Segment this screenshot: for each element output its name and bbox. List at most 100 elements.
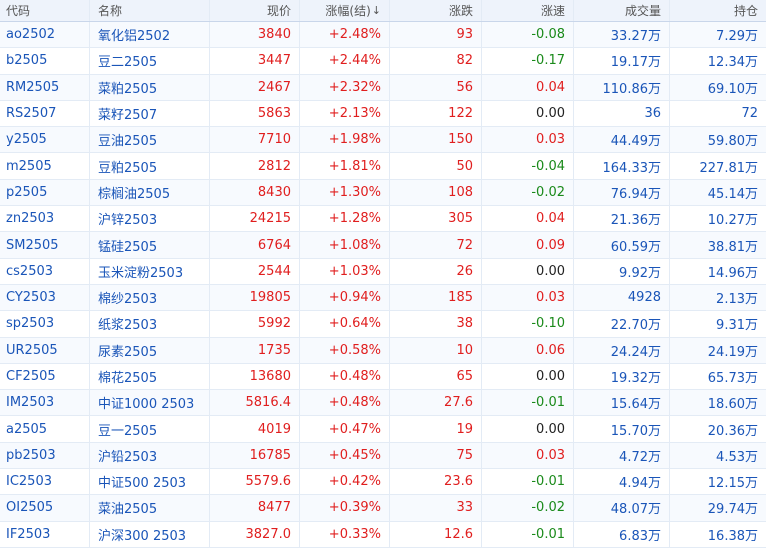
- cell-speed: 0.04: [482, 206, 574, 232]
- cell-speed: -0.08: [482, 22, 574, 48]
- cell-name: 豆一2505: [90, 416, 210, 442]
- column-header-name[interactable]: 名称: [90, 0, 210, 21]
- cell-change: 33: [390, 495, 482, 521]
- table-row[interactable]: RM2505 菜粕2505 2467 +2.32% 56 0.04 110.86万 69.10…: [0, 74, 766, 101]
- cell-open-interest: 45.14万: [707, 186, 758, 202]
- cell-volume: 15.70万: [574, 416, 670, 442]
- table-row[interactable]: CF2505 棉花2505 13680 +0.48% 65 0.00 19.32万 65.73…: [0, 363, 766, 391]
- cell-open-interest: 12.34万: [707, 55, 758, 71]
- column-header-pct[interactable]: 涨幅(结) ↓: [300, 0, 390, 21]
- cell-code: IM2503: [0, 390, 90, 416]
- cell-open-interest: 4.53万: [716, 449, 758, 465]
- cell-volume: 110.86万: [574, 74, 670, 100]
- column-header-speed[interactable]: 涨速: [482, 0, 574, 21]
- column-header-price[interactable]: 现价: [210, 0, 300, 21]
- cell-name: 豆二2505: [90, 48, 210, 74]
- column-header-volume[interactable]: 成交量: [574, 0, 670, 21]
- cell-price: 24215: [210, 206, 300, 232]
- table-row[interactable]: m2505 豆粕2505 2812 +1.81% 50 -0.04 164.33万 227.8…: [0, 153, 766, 180]
- cell-code: RS2507: [0, 100, 90, 127]
- cell-pct: +0.94%: [300, 284, 390, 311]
- cell-code: y2505: [0, 127, 90, 153]
- cell-change: 185: [390, 284, 482, 311]
- cell-pct: +0.48%: [300, 363, 390, 390]
- cell-pct: +0.48%: [300, 390, 390, 416]
- cell-speed: 0.09: [482, 232, 574, 258]
- cell-speed: -0.01: [482, 469, 574, 495]
- cell-pct: +1.08%: [300, 232, 390, 258]
- table-row[interactable]: SM2505 锰硅2505 6764 +1.08% 72 0.09 60.59万 38.81万: [0, 232, 766, 259]
- cell-volume: 22.70万: [574, 311, 670, 337]
- cell-name: 棕榈油2505: [90, 179, 210, 206]
- cell-code: b2505: [0, 48, 90, 74]
- table-row[interactable]: cs2503 玉米淀粉2503 2544 +1.03% 26 0.00 9.92万 14.96…: [0, 258, 766, 285]
- cell-change: 305: [390, 206, 482, 232]
- table-row[interactable]: IC2503 中证500 2503 5579.6 +0.42% 23.6 -0.01 4.9…: [0, 469, 766, 496]
- cell-name: 玉米淀粉2503: [90, 258, 210, 284]
- column-header-change[interactable]: 涨跌: [390, 0, 482, 21]
- table-row[interactable]: zn2503 沪锌2503 24215 +1.28% 305 0.04 21.36万 10.2…: [0, 206, 766, 233]
- column-header-code[interactable]: 代码: [0, 0, 90, 21]
- cell-change: 93: [390, 22, 482, 48]
- cell-volume: 15.64万: [574, 390, 670, 416]
- cell-pct: +0.39%: [300, 495, 390, 521]
- cell-name: 棉花2505: [90, 363, 210, 390]
- cell-change: 12.6: [390, 521, 482, 547]
- cell-code: IC2503: [0, 469, 90, 495]
- cell-code: a2505: [0, 416, 90, 442]
- table-row[interactable]: UR2505 尿素2505 1735 +0.58% 10 0.06 24.24万 24.19万: [0, 337, 766, 364]
- cell-name: 菜粕2505: [90, 74, 210, 100]
- cell-open-interest: 10.27万: [707, 213, 758, 229]
- cell-code: IF2503: [0, 521, 90, 547]
- header-change-label: 涨跌: [448, 4, 473, 18]
- cell-volume: 9.92万: [574, 258, 670, 284]
- table-row[interactable]: CY2503 棉纱2503 19805 +0.94% 185 0.03 4928 2.13万: [0, 284, 766, 312]
- cell-open-interest: 38.81万: [707, 239, 758, 255]
- cell-speed: 0.03: [482, 442, 574, 469]
- cell-volume: 48.07万: [574, 495, 670, 521]
- cell-volume: 6.83万: [574, 521, 670, 547]
- cell-speed: 0.00: [482, 363, 574, 390]
- cell-open-interest: 29.74万: [707, 502, 758, 518]
- cell-price: 8430: [210, 179, 300, 206]
- cell-price: 8477: [210, 495, 300, 521]
- column-header-open-interest[interactable]: 持仓: [670, 0, 766, 21]
- cell-pct: +0.58%: [300, 337, 390, 363]
- table-row[interactable]: OI2505 菜油2505 8477 +0.39% 33 -0.02 48.07万 29.74…: [0, 495, 766, 522]
- cell-speed: -0.04: [482, 153, 574, 179]
- table-row[interactable]: ao2502 氧化铝2502 3840 +2.48% 93 -0.08 33.27万 7.29…: [0, 22, 766, 49]
- cell-price: 2812: [210, 153, 300, 179]
- header-oi-label: 持仓: [733, 4, 758, 18]
- table-row[interactable]: p2505 棕榈油2505 8430 +1.30% 108 -0.02 76.94万 45.1…: [0, 179, 766, 207]
- table-row[interactable]: IM2503 中证1000 2503 5816.4 +0.48% 27.6 -0.01 15…: [0, 390, 766, 417]
- table-row[interactable]: RS2507 菜籽2507 5863 +2.13% 122 0.00 36 72: [0, 100, 766, 128]
- table-body: ao2502 氧化铝2502 3840 +2.48% 93 -0.08 33.27万 7.29…: [0, 22, 766, 548]
- cell-volume: 19.17万: [574, 48, 670, 74]
- cell-code: UR2505: [0, 337, 90, 363]
- cell-pct: +1.81%: [300, 153, 390, 179]
- cell-change: 82: [390, 48, 482, 74]
- header-price-label: 现价: [266, 4, 291, 18]
- table-row[interactable]: b2505 豆二2505 3447 +2.44% 82 -0.17 19.17万 12.34万: [0, 48, 766, 75]
- cell-change: 10: [390, 337, 482, 363]
- cell-volume: 44.49万: [574, 127, 670, 153]
- table-row[interactable]: IF2503 沪深300 2503 3827.0 +0.33% 12.6 -0.01 6.8…: [0, 521, 766, 548]
- cell-pct: +0.45%: [300, 442, 390, 469]
- cell-open-interest: 16.38万: [707, 528, 758, 544]
- cell-open-interest: 9.31万: [716, 318, 758, 334]
- cell-name: 中证500 2503: [90, 469, 210, 495]
- table-row[interactable]: sp2503 纸浆2503 5992 +0.64% 38 -0.10 22.70万 9.31万: [0, 311, 766, 338]
- cell-price: 6764: [210, 232, 300, 258]
- cell-speed: -0.01: [482, 390, 574, 416]
- cell-change: 23.6: [390, 469, 482, 495]
- cell-speed: -0.10: [482, 311, 574, 337]
- table-row[interactable]: y2505 豆油2505 7710 +1.98% 150 0.03 44.49万 59.80万: [0, 127, 766, 154]
- cell-change: 50: [390, 153, 482, 179]
- cell-name: 锰硅2505: [90, 232, 210, 258]
- cell-open-interest: 59.80万: [707, 134, 758, 150]
- cell-name: 沪铅2503: [90, 442, 210, 469]
- table-row[interactable]: a2505 豆一2505 4019 +0.47% 19 0.00 15.70万 20.36万: [0, 416, 766, 443]
- table-row[interactable]: pb2503 沪铅2503 16785 +0.45% 75 0.03 4.72万 4.53万: [0, 442, 766, 470]
- cell-price: 3840: [210, 22, 300, 48]
